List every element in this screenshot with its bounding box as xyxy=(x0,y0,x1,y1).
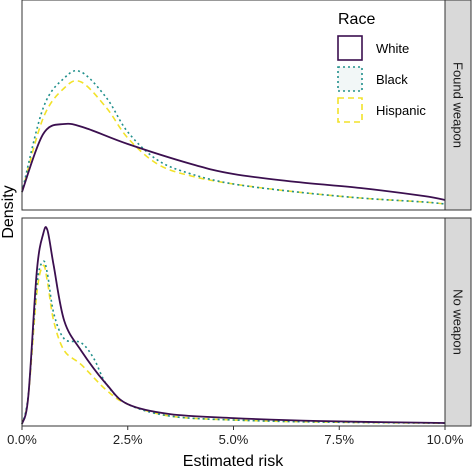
facet-strip-label: Found weapon xyxy=(451,62,466,148)
legend-item-white: White xyxy=(337,35,409,61)
y-axis-title: Density xyxy=(0,185,17,238)
panel-background xyxy=(22,0,445,210)
legend-key-hispanic xyxy=(337,97,363,123)
facet-strip xyxy=(444,217,472,427)
density-line-black xyxy=(21,260,446,425)
legend: Race White Black Hispanic xyxy=(337,11,426,123)
legend-key-black xyxy=(337,66,363,92)
x-tick-label: 10.0% xyxy=(427,432,464,447)
legend-label: Hispanic xyxy=(376,103,426,118)
density-line-white xyxy=(21,122,446,201)
x-tick-label: 0.0% xyxy=(7,432,37,447)
legend-title: Race xyxy=(338,11,375,28)
x-axis-ticks: 0.0% 2.5% 5.0% 7.5% 10.0% xyxy=(7,426,464,447)
legend-item-black: Black xyxy=(337,66,408,92)
facet-strip-label: No weapon xyxy=(451,289,466,355)
facet-panel: No weapon xyxy=(21,217,472,427)
density-line-hispanic xyxy=(21,79,446,205)
density-line-white xyxy=(21,226,446,425)
legend-item-hispanic: Hispanic xyxy=(337,97,426,123)
x-tick-label: 2.5% xyxy=(113,432,143,447)
x-tick-label: 5.0% xyxy=(219,432,249,447)
facet-panels: Found weapon No weapon xyxy=(21,0,472,427)
legend-key-white xyxy=(337,35,363,61)
x-tick-label: 7.5% xyxy=(324,432,354,447)
facet-panel: Found weapon xyxy=(21,0,472,211)
legend-label: White xyxy=(376,41,409,56)
panel-background xyxy=(22,218,445,426)
density-line-black xyxy=(21,69,446,205)
x-axis-title: Estimated risk xyxy=(183,453,284,470)
legend-label: Black xyxy=(376,72,408,87)
facet-strip xyxy=(444,0,472,211)
